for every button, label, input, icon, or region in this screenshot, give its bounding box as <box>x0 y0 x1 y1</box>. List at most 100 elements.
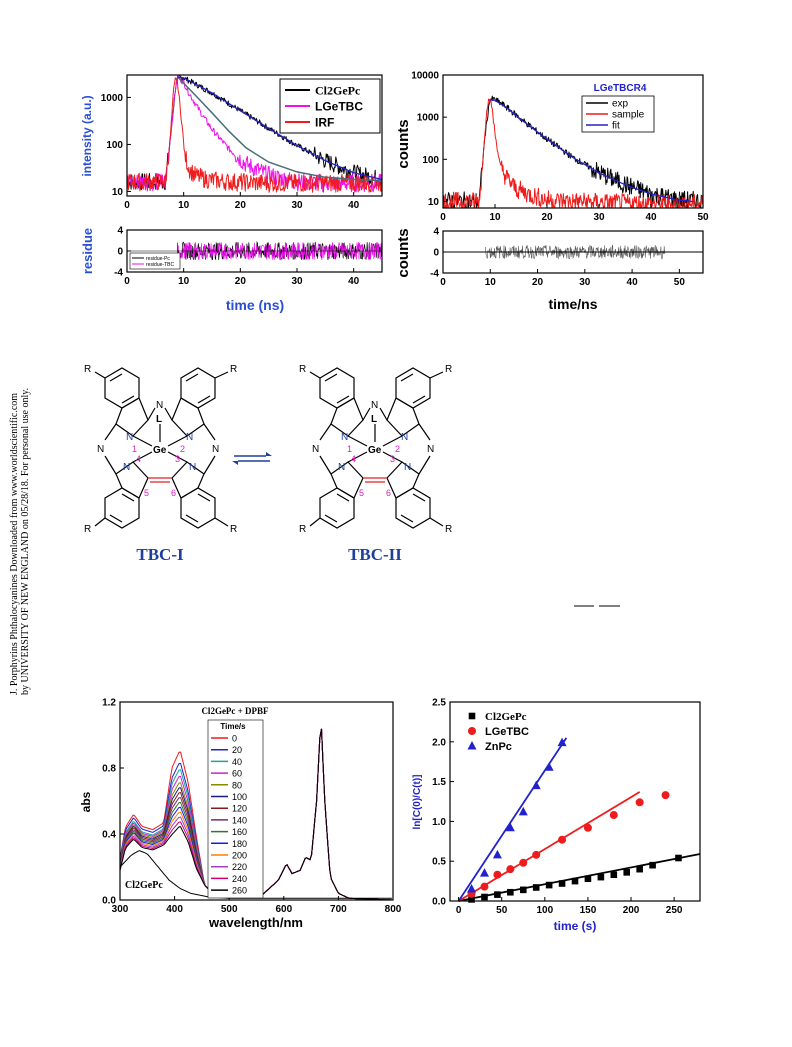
y-tick-label: 1.2 <box>102 698 116 709</box>
x-tick-label: 10 <box>178 200 190 211</box>
data-point-LGeTBC <box>609 811 618 820</box>
legend-entry: Cl2GePc <box>485 711 527 723</box>
pyrrole-number: 2 <box>180 444 185 454</box>
legend-entry: sample <box>612 110 645 121</box>
dash-decoration <box>574 598 624 616</box>
ring <box>386 461 420 499</box>
atom-n: N <box>312 444 319 455</box>
x-tick-label: 800 <box>385 904 402 915</box>
legend-entry: Cl2GePc <box>315 84 361 98</box>
bond <box>379 407 388 421</box>
legend-entry: 140 <box>232 815 247 825</box>
bond <box>418 423 431 441</box>
pyrrole-number: 6 <box>386 488 391 498</box>
bond <box>429 517 444 527</box>
data-point-Cl2GePc <box>468 896 475 903</box>
y-tick-label: 0.5 <box>432 857 446 868</box>
ring <box>386 397 420 437</box>
y-tick-label: 10 <box>112 187 124 198</box>
x-tick-label: 100 <box>536 905 553 916</box>
x-tick-label: 30 <box>291 200 303 211</box>
isomer-label: TBC-I <box>136 545 184 564</box>
x-tick-label: 50 <box>496 905 508 916</box>
bond <box>382 435 403 447</box>
atom-r: R <box>230 364 237 375</box>
y-tick-label: 0.0 <box>102 896 116 907</box>
y-tick-label: 0 <box>117 247 123 258</box>
data-point-ZnPc <box>467 884 477 893</box>
chart-title: Cl2GePc + DPBF <box>201 706 269 716</box>
bond <box>412 493 426 502</box>
pyrrole-number: 4 <box>351 454 356 464</box>
y-tick-label: 1.5 <box>432 777 446 788</box>
bond <box>382 451 403 463</box>
ring <box>330 461 364 499</box>
x-tick-label: 10 <box>178 276 190 287</box>
data-point-Cl2GePc <box>519 886 527 894</box>
x-tick-label: 40 <box>627 277 639 288</box>
ring <box>115 461 149 499</box>
y-tick-label: 4 <box>117 226 123 237</box>
y-tick-label: -4 <box>114 268 123 279</box>
y-axis-label: ln[C(0)/C(t)] <box>412 775 423 830</box>
legend-entry: residue-Pc <box>146 256 170 262</box>
legend-marker <box>467 741 477 750</box>
atom-r: R <box>230 524 237 535</box>
bond <box>109 514 123 523</box>
series-line-exp <box>442 95 704 209</box>
bond <box>319 455 332 475</box>
pyrrole-number: 5 <box>144 488 149 498</box>
ring <box>115 397 149 437</box>
legend-entry: IRF <box>315 116 334 130</box>
data-point-LGeTBC <box>635 798 644 807</box>
legend-entry: residue-TBC <box>146 262 174 268</box>
legend-entry: 0 <box>232 734 237 744</box>
atom-l: L <box>371 414 377 425</box>
x-tick-label: 10 <box>485 277 497 288</box>
legend-entry: LGeTBC <box>315 100 363 114</box>
bond <box>197 395 211 404</box>
equilibrium-scheme: R R R R N N N N N N N L Ge 1 2 3 4 5 6 TBC-I R R R R N N N N N N N L Ge 1… <box>60 360 480 575</box>
x-tick-label: 500 <box>221 904 238 915</box>
data-point-ZnPc <box>505 822 515 832</box>
x-tick-label: 30 <box>291 276 303 287</box>
bond <box>197 493 211 502</box>
x-tick-label: 0 <box>124 276 130 287</box>
y-tick-label: 2.5 <box>432 698 446 709</box>
atom-n: N <box>341 432 348 443</box>
watermark-line-2: by UNIVERSITY OF NEW ENGLAND on 05/28/18… <box>20 388 31 695</box>
data-point-Cl2GePc <box>507 888 514 896</box>
x-tick-label: 250 <box>666 905 683 916</box>
legend-entry: LGeTBC <box>485 726 529 738</box>
data-point-Cl2GePc <box>494 891 501 898</box>
bond <box>132 451 153 463</box>
figure-b-left: 300 400 500 600 700 800 0.0 0.4 0.8 1.2 abs wavelen… <box>70 690 410 955</box>
atom-r: R <box>84 524 91 535</box>
legend-title: Time/s <box>220 722 246 731</box>
bond <box>214 517 229 527</box>
data-point-ZnPc <box>492 849 502 859</box>
y-axis-label: counts <box>395 228 412 277</box>
bond <box>324 514 338 523</box>
data-point-LGeTBC <box>583 823 592 832</box>
legend-entry: exp <box>612 99 629 110</box>
ring <box>330 397 364 437</box>
pyrrole-number: 6 <box>171 488 176 498</box>
bond <box>309 371 321 379</box>
x-axis-label: time/ns <box>548 296 597 312</box>
absorption-chart: 300 400 500 600 700 8000.00.40.81.2abswavelen… <box>79 698 402 931</box>
y-tick-label: 2.0 <box>432 737 446 748</box>
bond <box>147 407 156 421</box>
legend-entry: 200 <box>232 851 247 861</box>
legend-marker <box>468 727 476 735</box>
figure-b-right: 0 50 100 150 200 250 0.0 0.5 1.0 1.5 2.0 2.5 ln[C(0)… <box>400 690 720 955</box>
atom-ge: Ge <box>153 445 167 456</box>
y-axis-label: residue <box>80 228 95 274</box>
y-tick-label: -4 <box>430 269 439 280</box>
y-tick-label: 1000 <box>417 113 440 124</box>
y-tick-label: 10000 <box>411 71 439 82</box>
atom-n: N <box>156 400 163 411</box>
x-tick-label: 10 <box>489 212 501 223</box>
bond <box>109 373 123 382</box>
